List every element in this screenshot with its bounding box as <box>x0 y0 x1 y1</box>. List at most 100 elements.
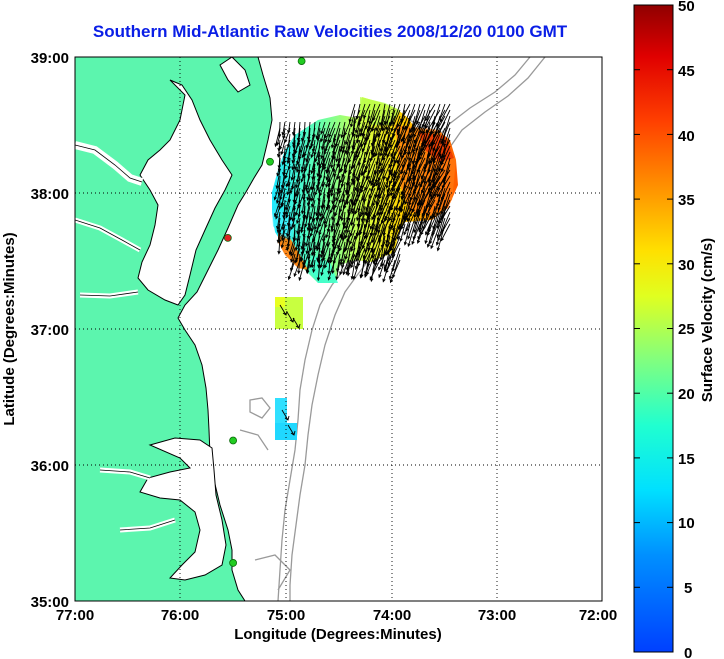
velocity-arrow <box>295 169 301 189</box>
velocity-arrow <box>295 157 301 173</box>
velocity-arrow <box>280 139 286 156</box>
velocity-arrow <box>288 235 296 256</box>
velocity-arrow <box>329 199 336 214</box>
colorbar-tick-label: 0 <box>684 645 692 659</box>
velocity-arrow <box>360 199 366 217</box>
velocity-arrow <box>389 127 396 149</box>
velocity-arrow <box>386 235 396 256</box>
velocity-arrow <box>320 259 326 277</box>
velocity-arrow <box>305 229 311 247</box>
velocity-arrow <box>275 187 281 205</box>
velocity-arrow <box>277 235 281 255</box>
radar-station-marker <box>223 233 232 242</box>
velocity-arrow <box>306 187 311 201</box>
velocity-arrow <box>305 175 311 189</box>
velocity-arrow <box>413 199 421 219</box>
velocity-arrow <box>319 199 326 218</box>
velocity-arrow <box>339 133 346 153</box>
velocity-arrow <box>350 247 361 269</box>
velocity-arrow <box>292 317 301 329</box>
velocity-arrow <box>375 163 386 187</box>
velocity-arrow <box>281 229 286 242</box>
velocity-arrow <box>339 223 346 239</box>
velocity-arrow <box>320 241 326 259</box>
velocity-arrow <box>325 157 331 174</box>
velocity-arrow <box>381 115 391 132</box>
velocity-arrow <box>378 253 386 271</box>
velocity-arrow <box>354 199 361 215</box>
velocity-arrow <box>287 259 296 281</box>
x-tick-label: 74:00 <box>373 607 411 624</box>
velocity-arrow <box>384 133 391 151</box>
velocity-arrow <box>359 259 366 279</box>
velocity-arrow <box>424 223 431 245</box>
pamlico-sound <box>139 437 227 581</box>
colorbar-tick-label: 20 <box>678 386 695 403</box>
velocity-arrow <box>310 145 316 159</box>
velocity-arrow <box>316 259 321 282</box>
velocity-arrow <box>413 211 421 234</box>
chesapeake-bay <box>137 79 233 306</box>
x-tick-label: 76:00 <box>161 607 199 624</box>
velocity-arrow <box>420 115 431 135</box>
velocity-arrow <box>399 223 406 243</box>
velocity-arrow <box>299 247 306 262</box>
velocity-arrow <box>340 247 346 263</box>
velocity-arrow <box>310 193 316 208</box>
velocity-arrow <box>320 127 326 143</box>
colorbar-tick-label: 10 <box>678 515 695 532</box>
velocity-arrow <box>370 169 376 187</box>
velocity-arrow <box>329 175 336 194</box>
velocity-arrow <box>403 217 411 236</box>
velocity-arrow <box>428 163 436 184</box>
velocity-arrow <box>313 211 321 231</box>
velocity-arrow <box>310 157 316 175</box>
velocity-arrow <box>424 103 436 122</box>
velocity-arrow <box>346 259 351 277</box>
velocity-arrow <box>301 157 306 171</box>
velocity-arrow <box>383 253 391 273</box>
velocity-arrow <box>281 409 290 421</box>
velocity-arrow <box>344 127 351 146</box>
radar-station-marker <box>229 436 238 445</box>
velocity-arrow <box>379 235 386 262</box>
velocity-arrow <box>345 253 356 276</box>
x-tick-labels: 77:00 76:00 75:00 74:00 73:00 72:00 <box>56 607 617 624</box>
velocity-arrow <box>287 424 296 436</box>
y-tick-label: 35:00 <box>31 594 69 611</box>
velocity-arrow <box>280 193 286 207</box>
velocity-arrow <box>275 169 281 190</box>
velocity-arrow <box>306 259 311 275</box>
velocity-arrow <box>364 175 371 191</box>
velocity-arrow <box>316 247 321 262</box>
colorbar-tick-label: 5 <box>684 580 692 597</box>
velocity-arrow <box>344 223 351 239</box>
y-axis-label: Latitude (Degrees:Minutes) <box>1 232 18 425</box>
velocity-arrow <box>369 205 381 230</box>
velocity-arrow <box>301 145 306 159</box>
velocity-arrow <box>335 187 341 202</box>
velocity-arrow <box>348 103 356 123</box>
velocity-arrow <box>325 169 331 188</box>
velocity-arrow <box>443 127 451 148</box>
velocity-arrow <box>378 259 386 279</box>
velocity-arrow <box>407 217 416 240</box>
velocity-arrow <box>330 133 336 149</box>
y-tick-labels: 39:00 38:00 37:00 36:00 35:00 <box>31 50 69 611</box>
x-tick-label: 77:00 <box>56 607 94 624</box>
velocity-arrow <box>411 223 421 245</box>
y-tick-label: 38:00 <box>31 186 69 203</box>
velocity-arrow <box>374 139 381 157</box>
velocity-arrow <box>323 253 331 269</box>
velocity-arrow <box>276 133 281 147</box>
velocity-arrow <box>378 223 386 244</box>
velocity-arrow <box>294 151 301 171</box>
velocity-arrow <box>349 109 356 128</box>
velocity-arrow <box>298 259 306 282</box>
velocity-arrow <box>305 235 311 255</box>
velocity-arrow <box>364 259 371 279</box>
x-tick-label: 75:00 <box>267 607 305 624</box>
velocity-arrow <box>327 259 331 275</box>
colorbar-tick-label: 25 <box>678 321 695 338</box>
